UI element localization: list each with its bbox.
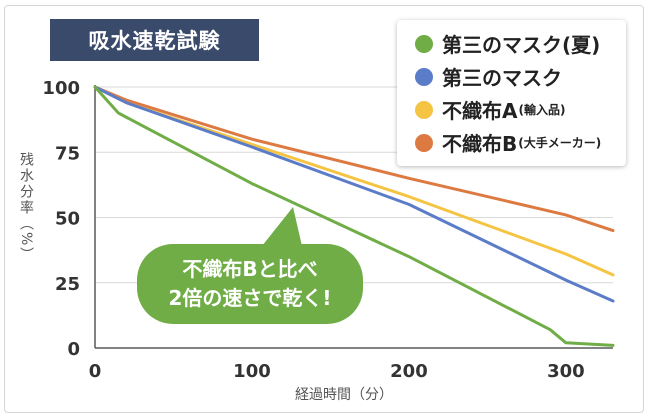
x-axis-title: 経過時間（分） <box>295 387 393 403</box>
legend-label: 不織布A <box>442 99 518 123</box>
y-tick-label: 25 <box>55 274 80 295</box>
legend-label: 不織布B <box>442 132 518 156</box>
callout-pointer <box>262 207 302 246</box>
y-tick-label: 100 <box>42 78 80 99</box>
callout-line-2: 2倍の速さで乾く! <box>168 286 332 310</box>
x-tick-label: 100 <box>233 361 271 382</box>
callout-shape <box>137 207 363 324</box>
x-tick-label: 0 <box>89 361 102 382</box>
legend-label: 第三のマスク(夏) <box>442 33 601 57</box>
legend-item-nonwoven-b: 不織布B (大手メーカー) <box>415 126 626 159</box>
legend-marker <box>415 67 433 86</box>
series-line <box>93 85 615 347</box>
legend-item-third-mask: 第三のマスク <box>415 60 626 93</box>
legend-marker <box>415 100 433 119</box>
callout-bubble <box>137 244 363 324</box>
callout-line-1: 不織布Bと比べ <box>182 257 318 281</box>
axes: 0 25 50 75 100 0 100 200 300 <box>42 78 613 382</box>
y-axis-title: 残水分率（%） <box>18 152 34 264</box>
y-tick-label: 75 <box>55 143 80 164</box>
y-tick-label: 50 <box>55 209 80 230</box>
legend-marker <box>415 34 433 53</box>
x-tick-label: 300 <box>547 361 585 382</box>
legend-item-summer-mask: 第三のマスク(夏) <box>415 27 626 60</box>
callout-text: 不織布Bと比べ 2倍の速さで乾く! <box>137 244 363 324</box>
y-tick-label: 0 <box>67 339 80 360</box>
legend-note: (輸入品) <box>518 103 566 117</box>
series-lines <box>93 85 615 347</box>
legend-note: (大手メーカー) <box>518 136 602 150</box>
chart-title: 吸水速乾試験 <box>50 19 259 61</box>
legend: 第三のマスク(夏) 第三のマスク 不織布A (輸入品) 不織布B (大手メーカー… <box>397 20 626 166</box>
legend-marker <box>415 133 433 152</box>
x-tick-label: 200 <box>390 361 428 382</box>
series-line <box>93 85 615 303</box>
legend-label: 第三のマスク <box>442 66 562 90</box>
series-line <box>93 85 615 233</box>
legend-item-nonwoven-a: 不織布A (輸入品) <box>415 93 626 126</box>
